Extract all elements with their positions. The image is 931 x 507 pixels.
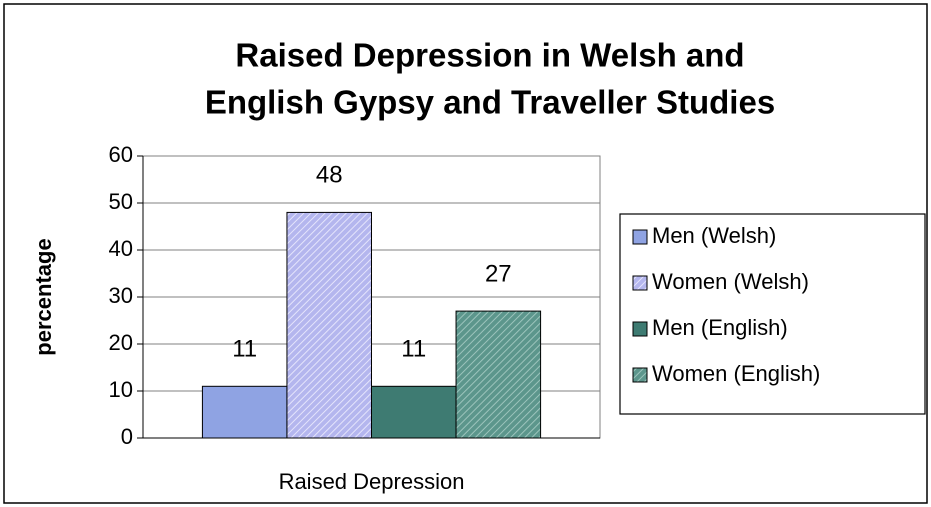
data-label: 11 [401,336,426,363]
legend-swatch [632,275,648,291]
legend-label: Men (Welsh) [652,223,776,248]
legend-swatch [632,229,648,245]
y-tick-label: 60 [109,142,133,167]
data-label: 48 [316,162,343,189]
legend-label: Men (English) [652,315,788,340]
chart-title: English Gypsy and Traveller Studies [205,84,775,121]
bar [286,211,372,439]
y-tick-label: 30 [109,283,133,308]
legend-label: Women (Welsh) [652,269,809,294]
legend-label: Women (English) [652,361,820,386]
bar [455,310,542,439]
data-label: 11 [232,336,257,363]
y-tick-label: 20 [109,330,133,355]
y-tick-label: 40 [109,236,133,261]
legend-swatch [632,321,648,337]
y-tick-label: 0 [121,424,133,449]
data-label: 27 [485,260,512,287]
legend-swatch [632,367,648,383]
chart-title: Raised Depression in Welsh and [235,37,744,74]
legend-box [619,213,926,415]
y-tick-label: 50 [109,189,133,214]
y-tick-label: 10 [109,377,133,402]
x-tick-label: Raised Depression [279,469,465,494]
bar [371,385,457,439]
bar [201,385,288,439]
y-axis-label: percentage [31,238,56,355]
